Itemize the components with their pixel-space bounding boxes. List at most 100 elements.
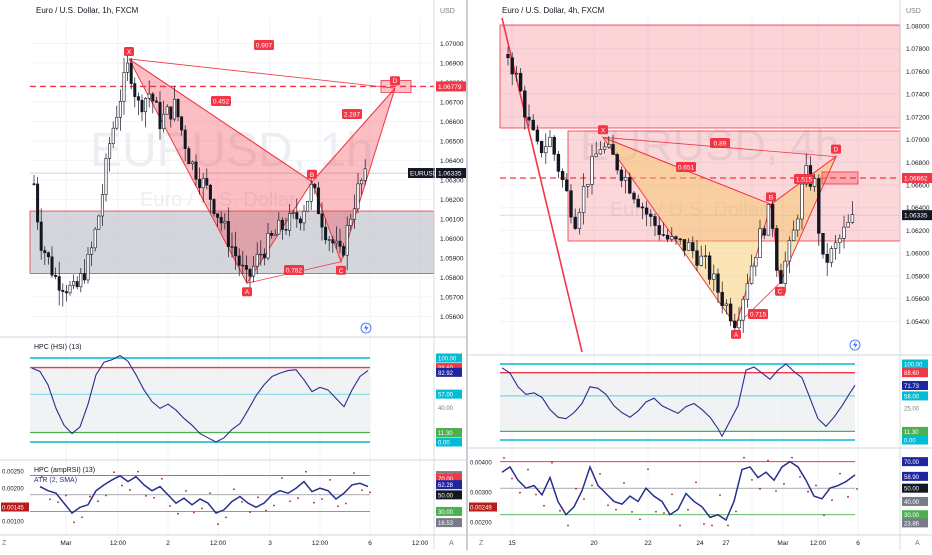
candle-body [72,281,76,286]
atr-dot [313,501,315,504]
atr-dot [209,492,211,495]
atr-dot [519,491,521,494]
atr-axis-label: 0.00250 [2,470,24,476]
candle-body [632,192,636,200]
oscillator-value-label: 11.30 [438,431,453,437]
price-tick-label: 1.06600 [440,119,464,126]
atr-dot [583,498,585,500]
candle-body [147,93,151,99]
rsi-value-badge [902,496,928,506]
atr-dot [775,490,777,492]
candle-body [510,57,514,75]
pattern-point-b-label: B [769,194,773,201]
candle-body [360,180,364,185]
candle-body [770,203,775,229]
candle-body [623,177,628,181]
right-watermark-name: Euro / U.S. Dollar [610,199,766,221]
atr-dot [241,500,243,503]
atr-dot [273,504,275,507]
oscillator-value-label: 0.00 [904,439,916,445]
candle-body [539,140,544,154]
atr-dot [137,470,139,473]
candle-body [252,265,256,277]
candle-body [598,149,603,155]
oscillator-value-badge [436,367,462,377]
atr-axis-label: 0.00100 [2,520,24,526]
atr-axis-label: 0.00249 [470,506,492,512]
time-tick-label: 24 [696,540,704,547]
candle-body [133,83,137,97]
candle-body [607,144,611,148]
candle-body [313,183,317,189]
left-corner-z[interactable]: Z [2,540,7,547]
candle-body [331,239,335,244]
atr-dot [631,511,633,513]
candle-body [716,273,720,293]
atr-dot [671,493,673,496]
candle-body [800,183,804,220]
rsi-value-badge [436,506,462,516]
time-tick-label: 20 [590,540,598,547]
atr-dot [687,508,689,511]
atr-dot [121,484,123,487]
pattern-ratio-badge [748,309,768,319]
pattern-point-x-label: X [601,127,606,134]
candle-body [316,187,320,215]
atr-dot [575,487,577,490]
atr-axis-label: 0.00300 [470,491,492,497]
candle-body [324,226,328,241]
price-tick-label: 1.06200 [440,197,464,204]
right-corner-z[interactable]: Z [479,540,484,547]
candle-body [205,178,209,186]
right-title: Euro / U.S. Dollar, 4h, FXCM [502,6,605,15]
pattern-ratio-badge [710,138,730,148]
atr-dot [655,510,657,513]
left-watermark-symbol: EURUSD, 1h [90,124,373,177]
right-lightning-icon[interactable] [849,339,861,351]
pattern-ratio-label: 1.515 [796,177,813,184]
candle-body [619,169,624,181]
candle-body [266,232,270,259]
left-panel: EURUSD, 1h Euro / U.S. Dollar X A B C D 0.907… [0,0,466,550]
candle-body [699,255,703,266]
time-tick-label: 2 [166,540,170,547]
oscillator-value-badge [902,391,928,401]
candle-body [821,233,825,255]
pattern-ratio-badge [794,174,814,184]
candle-body [248,269,252,277]
atr-axis-label: 0.00400 [470,461,492,467]
pattern-ratio-label: 0.452 [213,99,230,106]
candle-body [298,218,302,224]
candle-body [628,177,632,194]
candle-body [187,148,191,165]
right-pattern-labels: X A B C D 0.89 0.651 1.515 0.715 [598,125,841,339]
oscillator-value-label: 25.00 [904,407,920,413]
candle-body [284,229,288,231]
time-tick-label: 3 [268,540,272,547]
rsi-value-label: 30.00 [438,510,454,516]
candle-body [586,184,590,187]
candle-body [241,264,245,267]
left-lightning-icon[interactable] [360,322,372,334]
left-corner-a[interactable]: A [449,540,454,547]
atr-dot [679,524,681,527]
atr-dot [695,481,697,484]
price-tick-label: 1.05400 [906,319,930,326]
candle-body [46,252,50,258]
oscillator-value-label: 71.73 [904,384,920,390]
atr-dot [823,514,825,517]
candle-body [611,144,615,155]
oscillator-value-badge [436,353,462,363]
candle-body [556,153,561,172]
candle-body [108,143,112,159]
pattern-point-a-badge [242,287,252,297]
right-corner-a[interactable]: A [915,540,920,547]
atr-dot [856,488,858,490]
rsi-value-label: 30.00 [904,513,920,519]
left-panel-bg [0,0,466,550]
candle-body [707,255,712,280]
atr-dot [265,509,267,512]
rsi-value-badge [436,518,462,528]
candle-body [565,179,569,192]
candle-body [838,238,842,244]
